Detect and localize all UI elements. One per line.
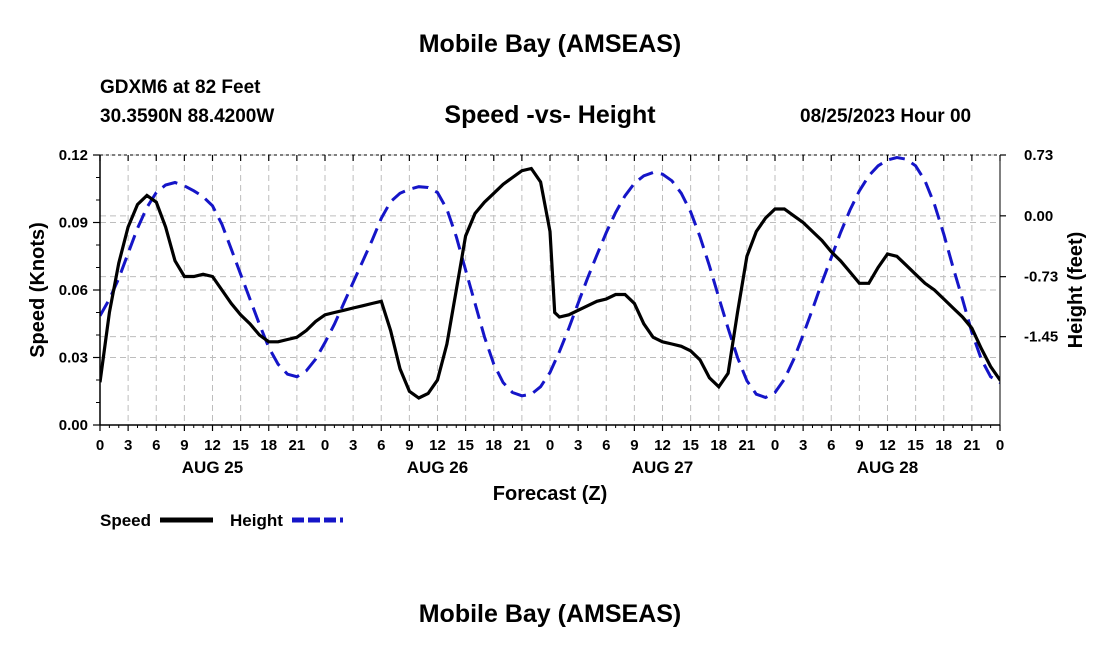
x-tick-label: 18: [710, 437, 727, 454]
x-tick-label: 0: [321, 437, 329, 454]
footer-title: Mobile Bay (AMSEAS): [418, 600, 682, 628]
x-tick-label: 15: [457, 437, 474, 454]
x-tick-label: 0: [771, 437, 779, 454]
station-label: GDXM6 at 82 Feet: [100, 77, 261, 98]
day-label: AUG 25: [182, 458, 243, 477]
x-tick-label: 6: [602, 437, 610, 454]
x-tick-label: 21: [964, 437, 981, 454]
x-tick-label: 12: [654, 437, 671, 454]
chart-subtitle: Speed -vs- Height: [444, 101, 656, 129]
chart-main-title: Mobile Bay (AMSEAS): [418, 30, 682, 58]
x-tick-label: 6: [152, 437, 160, 454]
x-tick-label: 6: [827, 437, 835, 454]
legend-label-speed: Speed: [100, 511, 151, 530]
y-left-tick-label: 0.12: [59, 147, 88, 164]
x-tick-label: 6: [377, 437, 385, 454]
x-tick-label: 3: [799, 437, 807, 454]
speed-series-line: [100, 166, 1000, 400]
day-label: AUG 28: [857, 458, 918, 477]
forecast-datetime: 08/25/2023 Hour 00: [800, 106, 972, 127]
day-label: AUG 27: [632, 458, 693, 477]
y-axis-right-label: Height (feet): [1065, 232, 1087, 349]
ticks-layer: 0 3 6 9 12 15 18 21 0 3 6 9 12 15 18 21 0 3 6 9 12 15 18 21 0 3 6 9…: [59, 147, 1058, 477]
legend: Speed Height: [100, 511, 343, 530]
y-left-tick-label: 0.03: [59, 350, 88, 367]
x-tick-label: 21: [289, 437, 306, 454]
x-tick-label: 9: [180, 437, 188, 454]
x-tick-label: 3: [349, 437, 357, 454]
legend-label-height: Height: [230, 511, 283, 530]
x-axis-label: Forecast (Z): [493, 483, 607, 505]
grid-layer: [100, 154, 1000, 425]
x-tick-label: 9: [855, 437, 863, 454]
x-tick-label: 15: [682, 437, 699, 454]
station-coordinates: 30.3590N 88.4200W: [100, 106, 275, 127]
x-tick-label: 18: [260, 437, 277, 454]
x-tick-label: 12: [204, 437, 221, 454]
x-tick-label: 0: [96, 437, 104, 454]
x-tick-label: 9: [630, 437, 638, 454]
y-right-tick-label: -0.73: [1024, 269, 1058, 286]
day-label: AUG 26: [407, 458, 468, 477]
x-tick-label: 3: [124, 437, 132, 454]
x-tick-label: 9: [405, 437, 413, 454]
x-tick-label: 0: [546, 437, 554, 454]
x-tick-label: 18: [485, 437, 502, 454]
x-tick-label: 0: [996, 437, 1004, 454]
x-tick-label: 12: [879, 437, 896, 454]
x-tick-label: 15: [907, 437, 924, 454]
x-tick-label: 21: [514, 437, 531, 454]
x-tick-label: 3: [574, 437, 582, 454]
y-axis-left-label: Speed (Knots): [27, 222, 49, 358]
y-left-tick-label: 0.06: [59, 282, 88, 299]
series-layer: [100, 155, 1000, 400]
y-right-tick-label: 0.73: [1024, 147, 1053, 164]
y-left-tick-label: 0.00: [59, 417, 88, 434]
y-right-tick-label: 0.00: [1024, 208, 1053, 225]
height-series-line: [100, 155, 1000, 400]
y-left-tick-label: 0.09: [59, 215, 88, 232]
x-tick-label: 21: [739, 437, 756, 454]
x-tick-label: 18: [935, 437, 952, 454]
y-right-tick-label: -1.45: [1024, 329, 1058, 346]
x-tick-label: 12: [429, 437, 446, 454]
x-tick-label: 15: [232, 437, 249, 454]
